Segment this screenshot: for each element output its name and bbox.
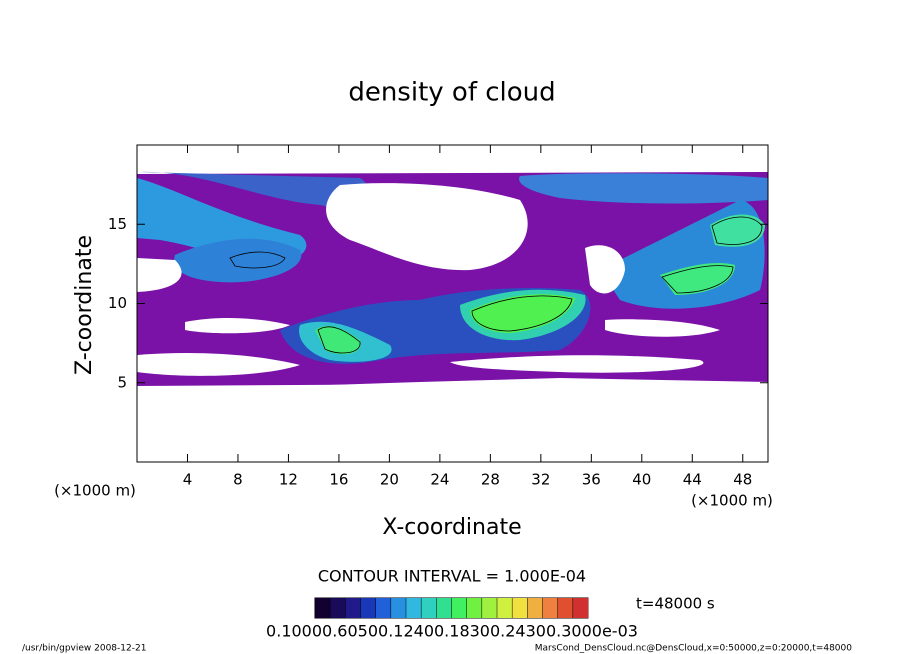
time-label: t=48000 s [636,595,715,613]
x-tick-label: 16 [329,471,348,489]
colorbar-swatch [390,598,407,618]
x-tick-label: 12 [279,471,298,489]
x-tick-label: 44 [683,471,702,489]
colorbar-swatch [330,598,346,618]
x-axis-label: X-coordinate [382,515,521,540]
x-tick-label: 28 [481,471,500,489]
colorbar-swatch [451,598,467,618]
colorbar-swatch [481,598,498,618]
colorbar-swatch [497,598,513,618]
colorbar-swatch [542,598,558,618]
y-tick-label: 15 [108,215,127,233]
y-tick-label: 5 [117,373,127,391]
colorbar-swatch [436,598,452,618]
cloud-field [137,171,768,462]
x-tick-label: 8 [233,471,243,489]
colorbar-swatch [557,598,574,618]
colorbar-swatch [406,598,422,618]
footer-left: /usr/bin/gpview 2008-12-21 [22,644,146,654]
x-tick-label: 32 [531,471,550,489]
x-tick-label: 40 [632,471,651,489]
footer-right: MarsCond_DensCloud.nc@DensCloud,x=0:5000… [535,644,852,654]
y-unit: (×1000 m) [54,482,136,500]
colorbar-swatch [315,598,331,618]
colorbar-swatch [527,598,543,618]
colorbar-swatch [572,598,589,618]
colorbar-swatch [421,598,437,618]
colorbar [314,598,589,618]
y-axis-label: Z-coordinate [72,235,97,375]
x-tick-label: 20 [380,471,399,489]
x-tick-label: 36 [582,471,601,489]
y-tick-label: 10 [108,294,127,312]
colorbar-swatch [375,598,392,618]
colorbar-labels: 0.10000.60500.12400.18300.24300.3000e-03 [266,622,638,641]
chart-title: density of cloud [348,78,555,108]
colorbar-swatch [466,598,483,618]
x-unit: (×1000 m) [691,492,773,510]
colorbar-swatch [360,598,376,618]
x-tick-label: 48 [733,471,752,489]
x-tick-label: 24 [430,471,449,489]
contour-interval: CONTOUR INTERVAL = 1.000E-04 [318,567,586,586]
colorbar-swatch [512,598,528,618]
colorbar-swatch [345,598,361,618]
x-tick-label: 4 [183,471,193,489]
